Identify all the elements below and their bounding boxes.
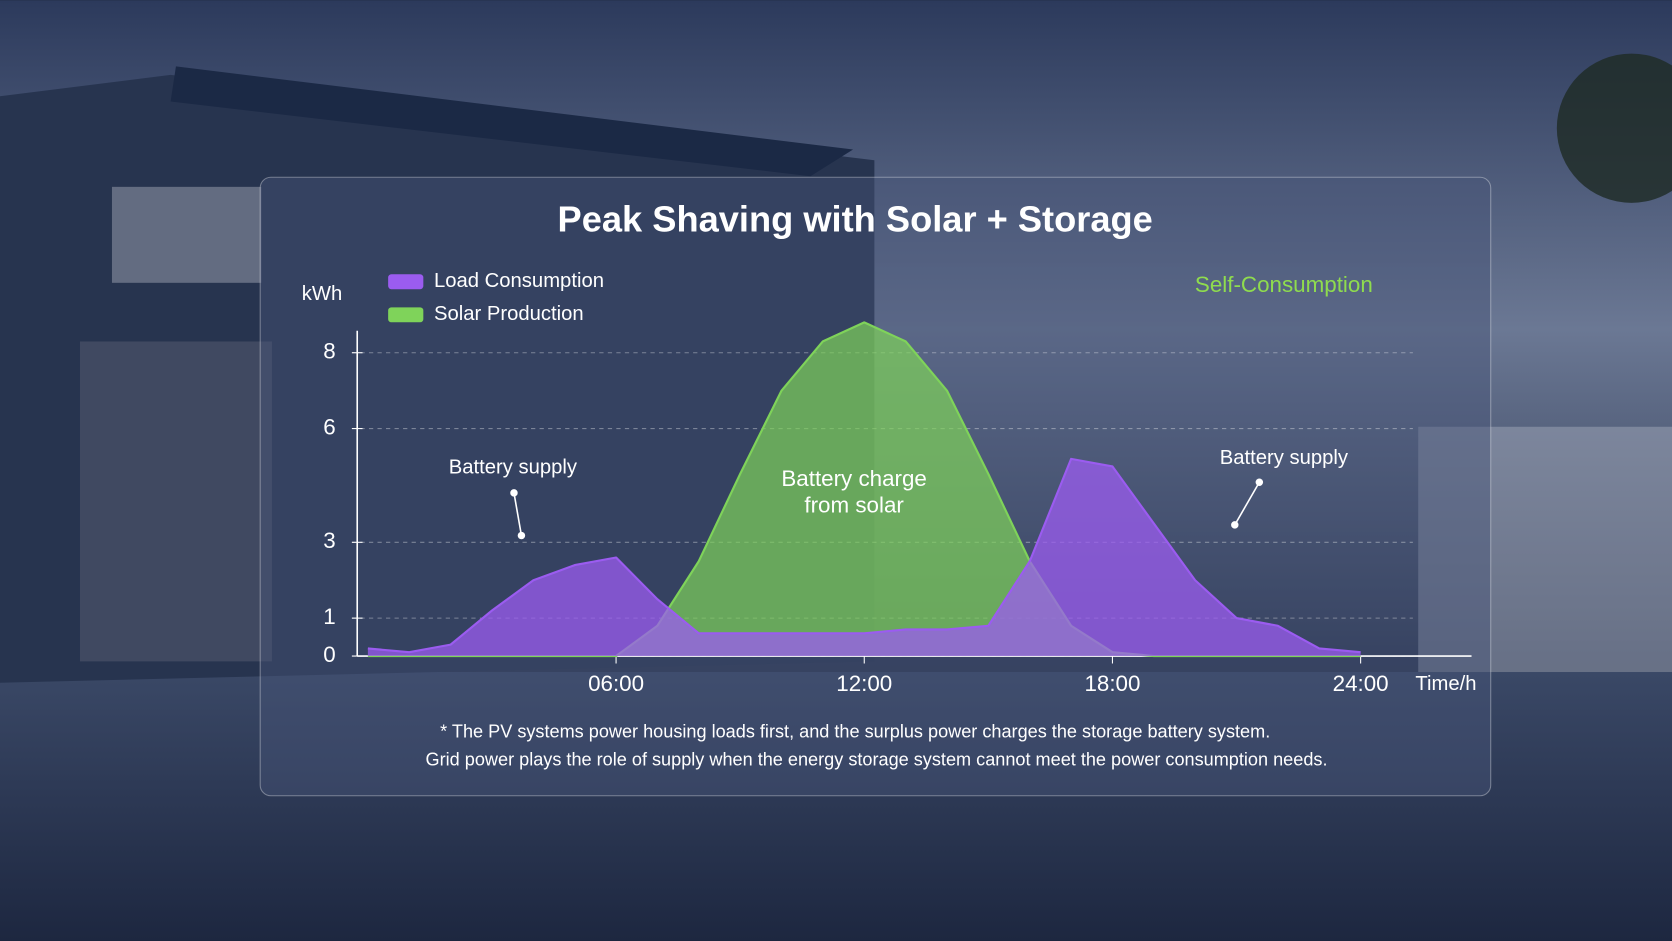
legend-swatch (388, 307, 424, 323)
annotation: Battery supply (449, 457, 578, 479)
y-tick-label: 8 (323, 339, 335, 364)
y-tick-label: 0 (323, 642, 335, 667)
annotation-pointer (513, 492, 523, 536)
annotation-pointer (1234, 481, 1261, 526)
annotation: Battery supply (1220, 447, 1349, 469)
legend-swatch (388, 274, 424, 290)
y-tick-label: 6 (323, 414, 335, 439)
annotation: Self-Consumption (1195, 272, 1373, 297)
solar-panels (170, 66, 854, 177)
annotation: Battery charge (781, 466, 927, 491)
series-area (367, 322, 1361, 657)
annotation-dot (1255, 478, 1264, 486)
y-axis-label: kWh (302, 283, 343, 305)
series-line (367, 457, 1361, 654)
y-tick-label: 1 (323, 604, 335, 629)
footnote: Grid power plays the role of supply when… (426, 749, 1328, 769)
x-axis-label: Time/h (1415, 673, 1476, 695)
annotation-dot (1231, 521, 1239, 529)
y-tick-label: 3 (323, 528, 335, 553)
series-area (367, 458, 1361, 657)
footnote: * The PV systems power housing loads fir… (440, 722, 1270, 742)
legend-label: Load Consumption (434, 270, 604, 292)
background-floor (0, 672, 1672, 941)
x-tick-label: 12:00 (836, 671, 892, 696)
legend-label: Solar Production (434, 303, 584, 325)
warehouse-door (79, 341, 272, 662)
tree (1556, 53, 1672, 203)
building-window (111, 186, 262, 283)
battery-cabinets (1418, 426, 1672, 673)
x-tick-label: 06:00 (588, 671, 644, 696)
annotation-dot (517, 531, 526, 540)
annotation: from solar (804, 493, 904, 518)
x-tick-label: 18:00 (1084, 671, 1140, 696)
chart-title: Peak Shaving with Solar + Storage (558, 199, 1153, 240)
x-tick-label: 24:00 (1333, 671, 1389, 696)
annotation-dot (510, 489, 518, 497)
